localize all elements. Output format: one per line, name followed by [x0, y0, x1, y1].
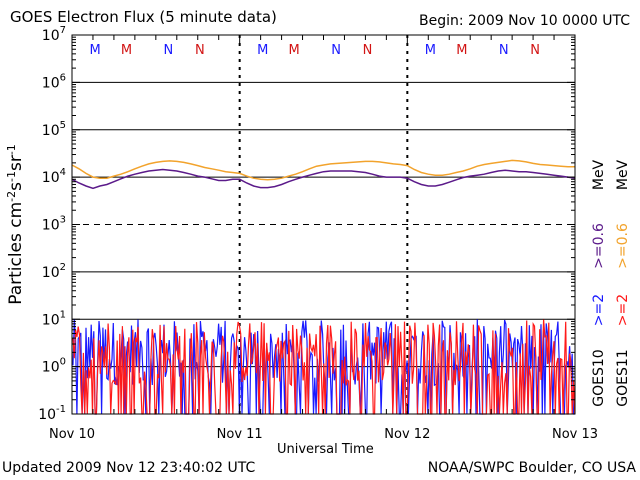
- y-tick-label-exponent: 3: [60, 215, 66, 226]
- event-marker: N: [499, 43, 509, 58]
- y-axis-title: Particles cm-2s-1sr-1: [5, 144, 26, 305]
- y-tick-label-exponent: 0: [60, 357, 66, 368]
- y-tick-label: 101: [42, 309, 66, 328]
- y-axis-title-part: sr: [6, 155, 26, 171]
- y-tick-label: 102: [42, 262, 66, 281]
- legend-label: GOES11: [615, 349, 631, 406]
- event-marker: N: [363, 43, 373, 58]
- y-tick-label-exponent: 2: [60, 262, 66, 273]
- legend-label: MeV: [615, 159, 631, 190]
- event-marker: M: [89, 43, 100, 58]
- event-marker: M: [257, 43, 268, 58]
- series-line-goes10-0.6mev: [71, 168, 576, 190]
- y-tick-label-base: 10: [42, 360, 60, 376]
- y-tick-label: 10-1: [38, 404, 66, 423]
- legend-label: >=2: [615, 294, 631, 326]
- y-axis-title-part: -2: [5, 191, 18, 202]
- chart-title: GOES Electron Flux (5 minute data): [10, 8, 277, 26]
- y-tick-label: 100: [42, 357, 66, 376]
- y-tick-label-base: 10: [42, 218, 60, 234]
- legend-label: >=0.6: [591, 223, 607, 269]
- y-tick-label-base: 10: [42, 123, 60, 139]
- y-axis-title-part: -1: [5, 144, 18, 155]
- begin-date: Begin: 2009 Nov 10 0000 UTC: [419, 13, 630, 29]
- series-line-goes11-0.6mev: [71, 159, 575, 181]
- credit-line: NOAA/SWPC Boulder, CO USA: [427, 460, 636, 476]
- x-axis-title: Universal Time: [277, 442, 374, 457]
- y-tick-label-exponent: 1: [60, 309, 66, 320]
- y-tick-label: 107: [42, 25, 66, 44]
- x-tick-label: Nov 13: [552, 427, 598, 442]
- event-marker: N: [164, 43, 174, 58]
- y-tick-label-exponent: 6: [60, 72, 66, 83]
- event-marker: M: [121, 43, 132, 58]
- x-tick-label: Nov 10: [49, 427, 95, 442]
- event-marker: N: [195, 43, 205, 58]
- y-axis-title-part: Particles cm: [6, 202, 26, 305]
- updated-timestamp: Updated 2009 Nov 12 23:40:02 UTC: [2, 460, 256, 476]
- y-tick-label: 103: [42, 215, 66, 234]
- event-marker: N: [331, 43, 341, 58]
- y-tick-label-base: 10: [42, 265, 60, 281]
- y-tick-label: 104: [42, 167, 66, 186]
- y-tick-label-base: 10: [42, 75, 60, 91]
- y-tick-label-exponent: -1: [56, 404, 66, 415]
- legend-label: >=2: [591, 294, 607, 326]
- event-marker: M: [425, 43, 436, 58]
- event-marker: N: [530, 43, 540, 58]
- y-tick-label-base: 10: [42, 170, 60, 186]
- legend-label: >=0.6: [615, 223, 631, 269]
- y-tick-label-exponent: 5: [60, 120, 66, 131]
- x-tick-label: Nov 12: [384, 427, 430, 442]
- y-tick-label-base: 10: [42, 312, 60, 328]
- y-axis-title-part: -1: [5, 171, 18, 182]
- event-marker: M: [289, 43, 300, 58]
- y-axis-title-part: s: [6, 182, 26, 191]
- legend-label: MeV: [591, 159, 607, 190]
- y-tick-label-base: 10: [42, 28, 60, 44]
- x-tick-label: Nov 11: [217, 427, 263, 442]
- event-marker: M: [456, 43, 467, 58]
- y-tick-label: 106: [42, 72, 66, 91]
- y-tick-label-base: 10: [38, 407, 56, 423]
- y-tick-label-exponent: 7: [60, 25, 66, 36]
- y-tick-label: 105: [42, 120, 66, 139]
- legend-label: GOES10: [591, 349, 607, 406]
- y-tick-label-exponent: 4: [60, 167, 66, 178]
